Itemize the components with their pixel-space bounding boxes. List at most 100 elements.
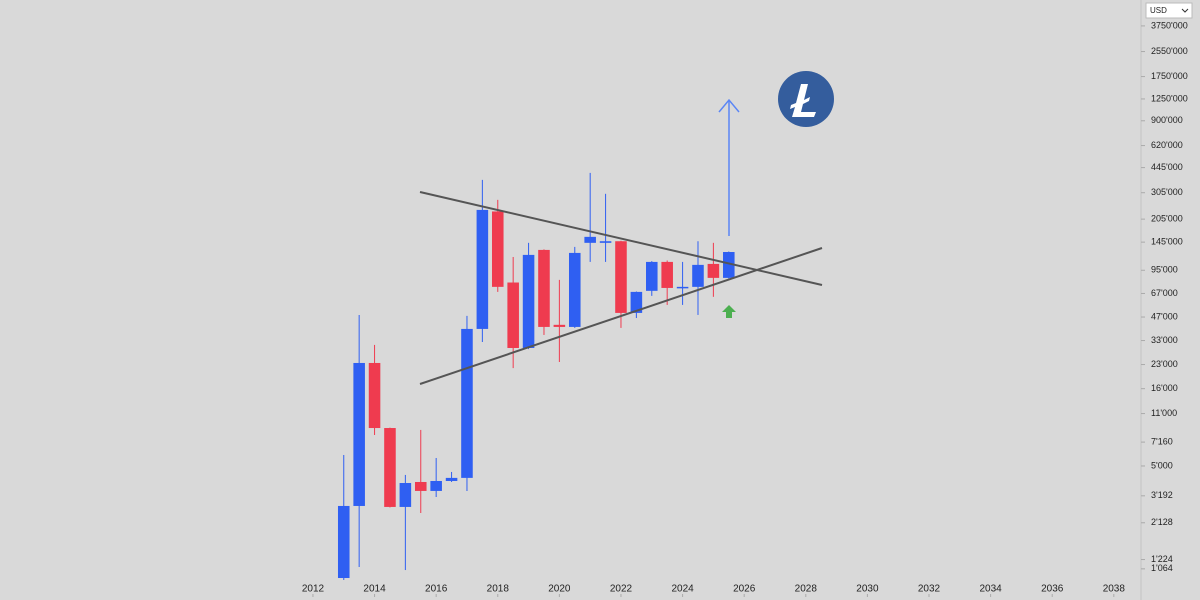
y-tick-label: 3'192	[1151, 490, 1173, 500]
candle	[384, 427, 396, 508]
candle	[692, 241, 704, 315]
candle	[553, 279, 566, 362]
candle	[538, 249, 550, 335]
candle-body	[615, 241, 627, 313]
candle	[707, 242, 720, 297]
y-tick-label: 305'000	[1151, 187, 1183, 197]
y-tick-label: 1'224	[1151, 554, 1173, 564]
green-up-arrow	[722, 305, 736, 318]
candle	[461, 315, 473, 491]
x-tick-label: 2020	[548, 584, 571, 595]
candle-body	[445, 477, 458, 481]
y-tick-label: 445'000	[1151, 162, 1183, 172]
x-tick-label: 2022	[610, 584, 633, 595]
candle	[676, 261, 689, 305]
candle-body	[646, 261, 658, 291]
candle-body	[676, 286, 689, 289]
plot: 3750'000 2550'000 1750'000 1250'000 900'000 6…	[302, 20, 1188, 597]
candle	[445, 471, 458, 482]
y-tick-label: 67'000	[1151, 288, 1178, 298]
dropdown-caret[interactable]	[1181, 8, 1189, 13]
currency-box[interactable]	[1145, 2, 1193, 19]
candle	[646, 261, 658, 296]
candle	[507, 256, 519, 369]
candle-body	[476, 209, 489, 329]
candle-body	[384, 428, 396, 507]
candle-body	[353, 362, 365, 506]
candle	[630, 291, 643, 319]
candle	[584, 172, 596, 262]
candle-body	[430, 480, 442, 491]
candle-body	[568, 252, 581, 327]
candle-body	[661, 261, 673, 288]
candle-body	[414, 481, 427, 491]
x-tick-label: 2012	[302, 584, 325, 595]
y-tick-label: 900'000	[1151, 115, 1183, 125]
x-tick-label: 2030	[856, 584, 879, 595]
x-tick-label: 2014	[363, 584, 386, 595]
candle-body	[522, 254, 535, 348]
x-tick-label: 2018	[487, 584, 510, 595]
candle	[337, 454, 350, 580]
candle-body	[337, 505, 350, 579]
y-tick-label: 205'000	[1151, 214, 1183, 224]
candle-body	[584, 236, 596, 243]
trend-line-upper	[419, 191, 823, 286]
y-tick-label: 5'000	[1151, 460, 1173, 470]
candle-body	[723, 252, 735, 278]
candle	[723, 251, 735, 279]
y-tick-label: 95'000	[1151, 265, 1178, 275]
annotations	[419, 71, 834, 385]
x-tick-label: 2032	[918, 584, 941, 595]
y-tick-label: 2550'000	[1151, 46, 1188, 56]
x-tick-label: 2034	[979, 584, 1002, 595]
y-tick-label: 11'000	[1151, 408, 1177, 418]
y-tick-label: 47'000	[1151, 311, 1178, 321]
y-tick-label: 2'128	[1151, 517, 1173, 527]
y-tick-label: 23'000	[1151, 359, 1178, 369]
candle-body	[507, 282, 519, 348]
candle-body	[553, 324, 566, 327]
litecoin-logo	[778, 71, 834, 127]
candle	[399, 474, 412, 571]
target-arrow-head	[718, 98, 740, 113]
y-tick-label: 1250'000	[1151, 93, 1188, 103]
y-tick-label: 145'000	[1151, 237, 1183, 247]
candle	[615, 240, 627, 328]
candle-body	[368, 362, 381, 429]
candle	[522, 242, 535, 350]
y-tick-label: 620'000	[1151, 140, 1183, 150]
candle	[414, 429, 427, 513]
y-tick-label: 3750'000	[1151, 20, 1188, 30]
x-tick-label: 2016	[425, 584, 448, 595]
candle-body	[491, 211, 504, 287]
candle-body	[399, 483, 412, 507]
candle	[368, 344, 381, 435]
candle-body	[599, 241, 612, 243]
x-tick-label: 2038	[1103, 584, 1126, 595]
candle	[661, 260, 673, 305]
candle	[599, 193, 612, 262]
candle-body	[461, 328, 473, 478]
candle-body	[630, 291, 643, 313]
candle	[430, 457, 442, 498]
candle	[568, 246, 581, 328]
candle	[491, 199, 504, 292]
y-tick-label: 7'160	[1151, 436, 1173, 446]
candle-body	[538, 249, 550, 327]
y-tick-label: 1'064	[1151, 563, 1173, 573]
currency-selector[interactable]: USD	[1145, 2, 1193, 19]
x-tick-label: 2028	[795, 584, 818, 595]
y-tick-label: 1750'000	[1151, 71, 1188, 81]
x-tick-label: 2026	[733, 584, 756, 595]
candle-body	[692, 264, 704, 287]
y-tick-label: 16'000	[1151, 383, 1178, 393]
candle	[353, 314, 365, 567]
trend-line-lower	[419, 247, 823, 385]
currency-label[interactable]: USD	[1150, 6, 1167, 15]
candle-body	[707, 263, 720, 278]
x-tick-label: 2024	[671, 584, 694, 595]
